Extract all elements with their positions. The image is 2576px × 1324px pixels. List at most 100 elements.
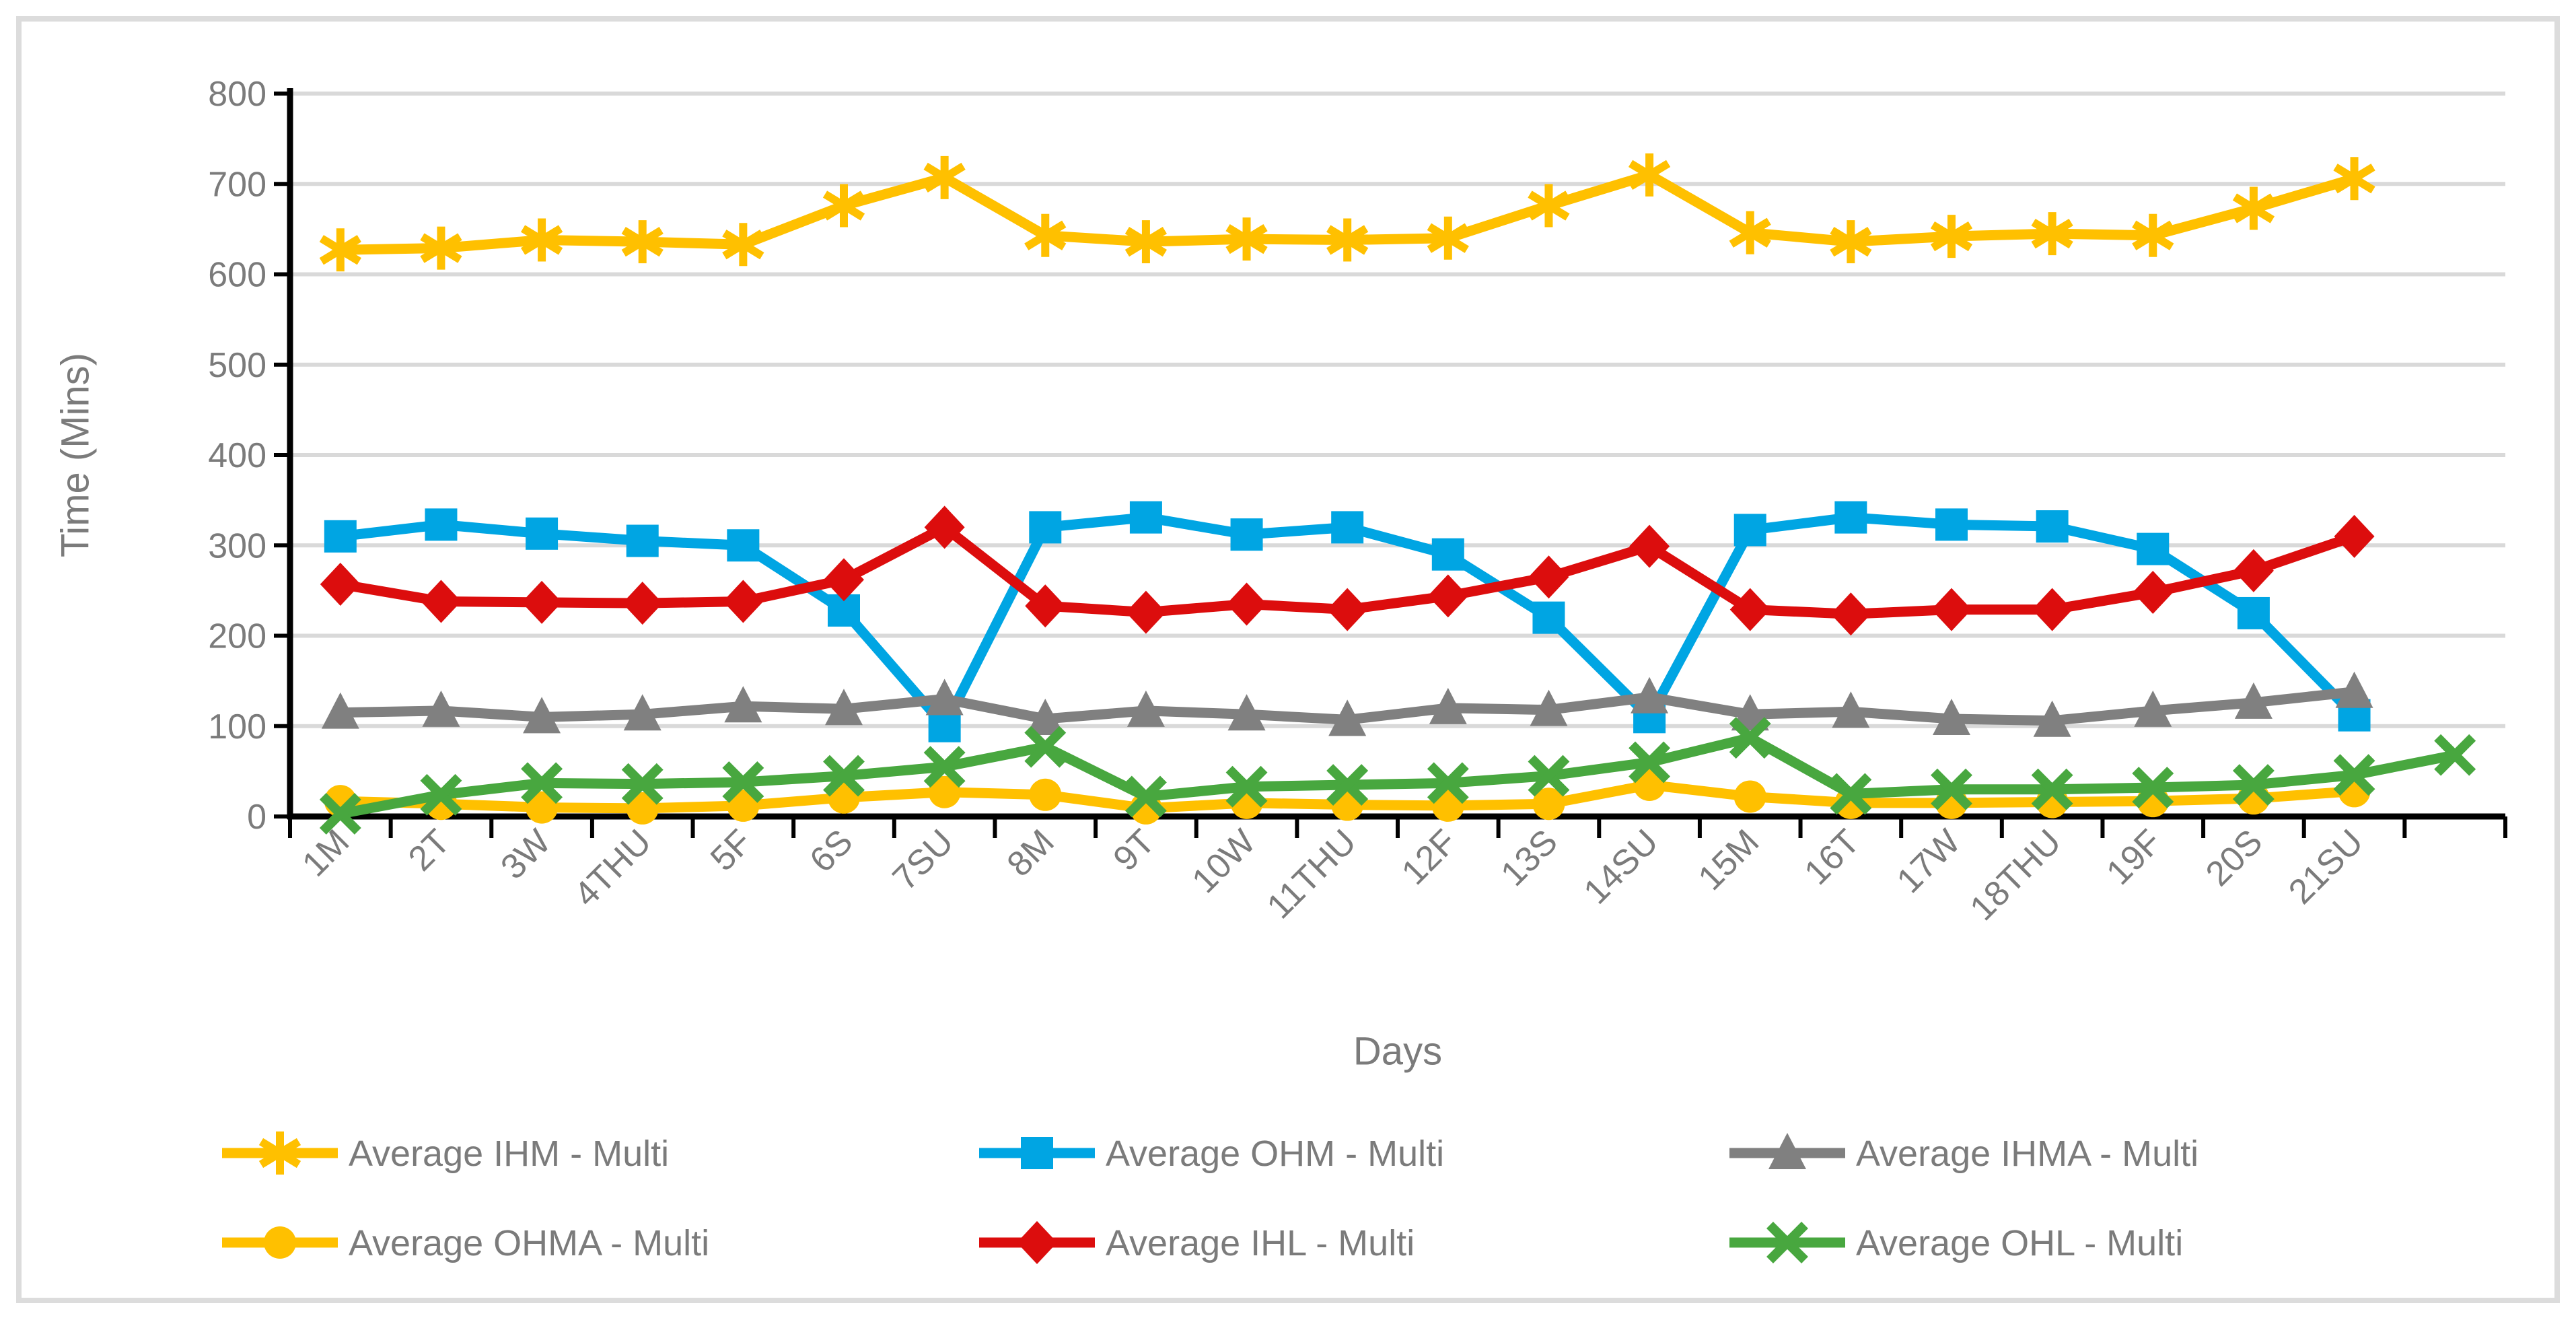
y-tick-label-700: 700 bbox=[208, 165, 266, 204]
asterisk-marker bbox=[2232, 186, 2275, 230]
asterisk-marker bbox=[822, 184, 865, 228]
series-average-ohma-multi bbox=[324, 769, 2371, 825]
x-marker bbox=[722, 761, 764, 803]
asterisk-marker bbox=[1124, 220, 1168, 264]
asterisk-marker bbox=[420, 226, 462, 270]
series-average-ohm-multi bbox=[324, 501, 2371, 742]
x-label-19F: 19F bbox=[2099, 822, 2169, 892]
triangle-marker bbox=[1328, 699, 1367, 736]
diamond-marker bbox=[2032, 588, 2073, 631]
axes bbox=[274, 88, 2507, 838]
square-marker bbox=[2137, 532, 2170, 565]
triangle-marker bbox=[1768, 1133, 1806, 1169]
circle-marker bbox=[626, 792, 659, 825]
diamond-marker bbox=[320, 562, 361, 606]
x-label-4THU: 4THU bbox=[567, 822, 659, 914]
x-marker bbox=[2031, 768, 2073, 810]
x-marker bbox=[1931, 768, 1972, 810]
x-marker bbox=[2434, 734, 2476, 776]
x-label-15M: 15M bbox=[1691, 822, 1767, 898]
series-average-ihma-multi bbox=[321, 671, 2373, 737]
diamond-marker bbox=[1327, 588, 1368, 631]
circle-marker bbox=[264, 1226, 296, 1259]
triangle-marker bbox=[623, 694, 661, 731]
x-label-9T: 9T bbox=[1106, 822, 1162, 878]
diamond-marker bbox=[1729, 588, 1770, 631]
x-label-11THU: 11THU bbox=[1260, 822, 1364, 926]
y-tick-label-400: 400 bbox=[208, 436, 266, 475]
asterisk-marker bbox=[1427, 216, 1469, 260]
y-tick-label-500: 500 bbox=[208, 346, 266, 385]
y-tick-label-200: 200 bbox=[208, 617, 266, 656]
diamond-marker bbox=[421, 580, 462, 623]
x-marker bbox=[621, 763, 664, 805]
diamond-marker bbox=[2334, 514, 2375, 558]
x-marker bbox=[1830, 773, 1872, 815]
x-marker bbox=[319, 793, 361, 835]
x-marker bbox=[2333, 754, 2375, 796]
x-marker bbox=[1225, 765, 1268, 808]
y-tick-label-0: 0 bbox=[247, 798, 266, 837]
x-label-18THU: 18THU bbox=[1963, 822, 2069, 928]
x-label-7SU: 7SU bbox=[886, 822, 962, 898]
legend-label: Average OHMA - Multi bbox=[349, 1223, 709, 1263]
y-tick-label-100: 100 bbox=[208, 707, 266, 746]
x-marker bbox=[1766, 1222, 1808, 1263]
triangle-marker bbox=[1731, 694, 1769, 731]
diamond-marker bbox=[1830, 592, 1871, 636]
series-line bbox=[335, 732, 2460, 819]
x-label-12F: 12F bbox=[1394, 822, 1464, 892]
x-label-5F: 5F bbox=[703, 822, 760, 878]
triangle-marker bbox=[1227, 694, 1266, 731]
circle-marker bbox=[1733, 780, 1766, 813]
diamond-marker bbox=[522, 580, 563, 624]
x-marker bbox=[1427, 762, 1469, 804]
square-marker bbox=[1733, 514, 1766, 547]
x-label-20S: 20S bbox=[2198, 822, 2270, 893]
asterisk-marker bbox=[1930, 215, 1973, 258]
x-marker bbox=[420, 773, 462, 816]
diamond-marker bbox=[824, 558, 864, 602]
x-label-21SU: 21SU bbox=[2281, 822, 2371, 911]
x-marker bbox=[823, 755, 865, 797]
asterisk-marker bbox=[1628, 153, 1671, 197]
square-marker bbox=[1834, 501, 1867, 534]
x-marker bbox=[1326, 764, 1369, 806]
square-marker bbox=[1331, 511, 1364, 544]
legend-label: Average OHM - Multi bbox=[1106, 1134, 1444, 1174]
x-marker bbox=[1024, 726, 1067, 768]
diamond-marker bbox=[622, 582, 663, 625]
series-average-ihm-multi bbox=[319, 153, 2375, 272]
x-marker bbox=[1528, 755, 1570, 797]
diamond-marker bbox=[924, 506, 965, 549]
legend-item-average-ohl-multi: Average OHL - Multi bbox=[1729, 1222, 2183, 1263]
triangle-marker bbox=[1530, 689, 1568, 726]
diamond-marker bbox=[1025, 584, 1066, 628]
x-marker bbox=[2232, 764, 2275, 806]
triangle-marker bbox=[321, 692, 359, 729]
legend-item-average-ihma-multi: Average IHMA - Multi bbox=[1729, 1133, 2198, 1174]
asterisk-marker bbox=[1830, 220, 1872, 264]
asterisk-marker bbox=[1528, 184, 1570, 228]
triangle-marker bbox=[523, 697, 561, 734]
x-marker bbox=[1124, 775, 1167, 818]
series-average-ihl-multi bbox=[320, 506, 2375, 636]
asterisk-marker bbox=[319, 228, 361, 272]
x-label-16T: 16T bbox=[1797, 822, 1867, 892]
x-label-2T: 2T bbox=[401, 822, 458, 878]
square-marker bbox=[2036, 510, 2069, 543]
x-label-8M: 8M bbox=[1000, 822, 1062, 884]
square-marker bbox=[1021, 1137, 1053, 1169]
x-label-6S: 6S bbox=[802, 822, 860, 880]
square-marker bbox=[2237, 596, 2270, 629]
asterisk-marker bbox=[2132, 213, 2174, 257]
triangle-marker bbox=[825, 689, 863, 726]
x-axis-title: Days bbox=[1353, 1029, 1443, 1074]
circle-marker bbox=[928, 775, 961, 808]
diamond-marker bbox=[1528, 555, 1569, 599]
diamond-marker bbox=[723, 580, 764, 623]
x-marker bbox=[521, 762, 563, 804]
legend-item-average-ihl-multi: Average IHL - Multi bbox=[979, 1221, 1415, 1264]
x-label-3W: 3W bbox=[493, 822, 558, 886]
